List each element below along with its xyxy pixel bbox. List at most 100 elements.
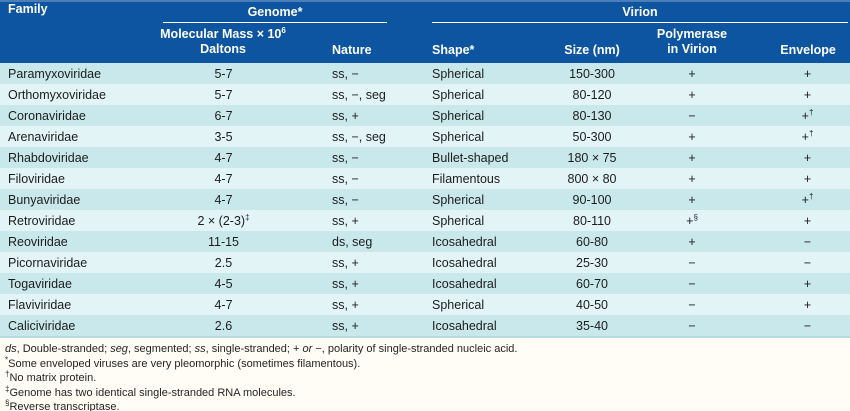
cell-size: 150-300 [547, 63, 638, 84]
footnote: *Some enveloped viruses are very pleomor… [5, 354, 361, 370]
cell-family: Retroviridae [0, 210, 160, 231]
cell-mass: 4-5 [160, 273, 330, 294]
cell-envelope: + [747, 294, 850, 315]
column-header-polymerase: Polymerase in Virion [637, 24, 748, 63]
cell-size: 90-100 [547, 189, 638, 210]
table-row: Rhabdoviridae 4-7 ss, − Bullet-shaped 180 × … [0, 147, 850, 168]
column-header-envelope: Envelope [747, 24, 850, 63]
cell-family: Arenaviridae [0, 126, 160, 147]
cell-polymerase: − [637, 273, 748, 294]
table-row: Bunyaviridae 4-7 ss, − Spherical 90-100 + +† [0, 189, 850, 210]
column-header-family: Family [0, 0, 160, 63]
footnote-marker: § [5, 398, 10, 408]
cell-envelope: + [747, 210, 850, 231]
cell-size: 800 × 80 [547, 168, 638, 189]
cell-envelope: − [747, 231, 850, 252]
cell-size: 60-70 [547, 273, 638, 294]
cell-size: 50-300 [547, 126, 638, 147]
cell-shape: Spherical [425, 294, 548, 315]
cell-size: 60-80 [547, 231, 638, 252]
cell-mass: 2 × (2-3)‡ [160, 210, 330, 231]
cell-shape: Filamentous [425, 168, 548, 189]
cell-mass: 11-15 [160, 231, 330, 252]
cell-envelope: − [747, 252, 850, 273]
cell-polymerase: + [637, 84, 748, 105]
cell-polymerase: − [637, 294, 748, 315]
footnote-legend-segment: , segmented; [127, 343, 195, 355]
cell-mass: 5-7 [160, 63, 330, 84]
polymerase-line2: in Virion [667, 42, 717, 56]
cell-shape: Bullet-shaped [425, 147, 548, 168]
footnote-legend-segment: seg [110, 343, 128, 355]
table-row: Caliciviridae 2.6 ss, + Icosahedral 35-40− − [0, 315, 850, 338]
footnote: §Reverse transcriptase. [5, 398, 120, 411]
footnote-legend-segment: , single-stranded; + [205, 343, 303, 355]
cell-envelope: +† [747, 105, 850, 126]
column-header-molecular-mass: Molecular Mass × 106 Daltons [160, 24, 330, 63]
cell-shape: Spherical [425, 84, 548, 105]
cell-size: 25-30 [547, 252, 638, 273]
cell-nature: ss, + [330, 294, 426, 315]
cell-nature: ss, − [330, 189, 426, 210]
footnote-marker: † [5, 369, 10, 379]
table-row: Paramyxoviridae 5-7 ss, − Spherical 150-300 +… [0, 63, 850, 84]
cell-shape: Spherical [425, 126, 548, 147]
cell-shape: Spherical [425, 105, 548, 126]
cell-nature: ss, − [330, 63, 426, 84]
cell-envelope: + [747, 168, 850, 189]
cell-envelope: + [747, 63, 850, 84]
cell-shape: Spherical [425, 189, 548, 210]
table-row: Orthomyxoviridae 5-7 ss, −, seg Spherical 80… [0, 84, 850, 105]
table-row: Reoviridae 11-15 ds, seg Icosahedral 60-80 + − [0, 231, 850, 252]
column-header-size: Size (nm) [547, 24, 638, 63]
group-header-virion: Virion [425, 0, 850, 24]
cell-mass: 5-7 [160, 84, 330, 105]
column-header-shape: Shape* [425, 24, 548, 63]
cell-polymerase: + [637, 168, 748, 189]
cell-polymerase: − [637, 315, 748, 338]
cell-shape: Spherical [425, 210, 548, 231]
cell-polymerase: + [637, 189, 748, 210]
footnote-legend-segment: ss [194, 343, 206, 355]
footnote-marker: ‡ [5, 383, 10, 393]
footnote: †No matrix protein. [5, 369, 97, 384]
table-row: Togaviridae 4-5 ss, + Icosahedral 60-70− + [0, 273, 850, 294]
group-header-genome: Genome* [160, 0, 426, 24]
cell-nature: ss, −, seg [330, 126, 426, 147]
cell-polymerase: + [637, 63, 748, 84]
footnote-legend-segment: −, polarity of single-stranded nucleic a… [312, 343, 518, 355]
footnote-marker: * [5, 354, 9, 364]
cell-size: 180 × 75 [547, 147, 638, 168]
footnote-legend-segment: or [302, 343, 313, 355]
cell-family: Bunyaviridae [0, 189, 160, 210]
footnote-legend-segment: ds [5, 343, 17, 355]
cell-mass: 4-7 [160, 189, 330, 210]
column-header-nature: Nature [330, 24, 426, 63]
cell-family: Coronaviridae [0, 105, 160, 126]
cell-envelope: +† [747, 126, 850, 147]
table-row: Coronaviridae 6-7 ss, + Spherical 80-130− +† [0, 105, 850, 126]
cell-family: Filoviridae [0, 168, 160, 189]
cell-family: Paramyxoviridae [0, 63, 160, 84]
table-header: Family Genome* Virion Molecular Mass × 1… [0, 0, 850, 63]
cell-nature: ss, −, seg [330, 84, 426, 105]
cell-size: 80-120 [547, 84, 638, 105]
cell-family: Rhabdoviridae [0, 147, 160, 168]
cell-nature: ss, + [330, 105, 426, 126]
table-row: Filoviridae 4-7 ss, − Filamentous 800 × 80 + + [0, 168, 850, 189]
molecular-mass-line2: Daltons [200, 42, 246, 56]
cell-mass: 4-7 [160, 168, 330, 189]
cell-family: Flaviviridae [0, 294, 160, 315]
table-body: Paramyxoviridae 5-7 ss, − Spherical 150-300 +… [0, 63, 850, 338]
cell-envelope: − [747, 315, 850, 338]
cell-nature: ss, + [330, 210, 426, 231]
cell-mass: 2.5 [160, 252, 330, 273]
footnote: ‡Genome has two identical single-strande… [5, 383, 296, 399]
cell-mass: 6-7 [160, 105, 330, 126]
cell-family: Orthomyxoviridae [0, 84, 160, 105]
cell-shape: Icosahedral [425, 231, 548, 252]
cell-polymerase: + [637, 147, 748, 168]
cell-size: 40-50 [547, 294, 638, 315]
table-row: Retroviridae 2 × (2-3)‡ ss, + Spherical 80-1… [0, 210, 850, 231]
